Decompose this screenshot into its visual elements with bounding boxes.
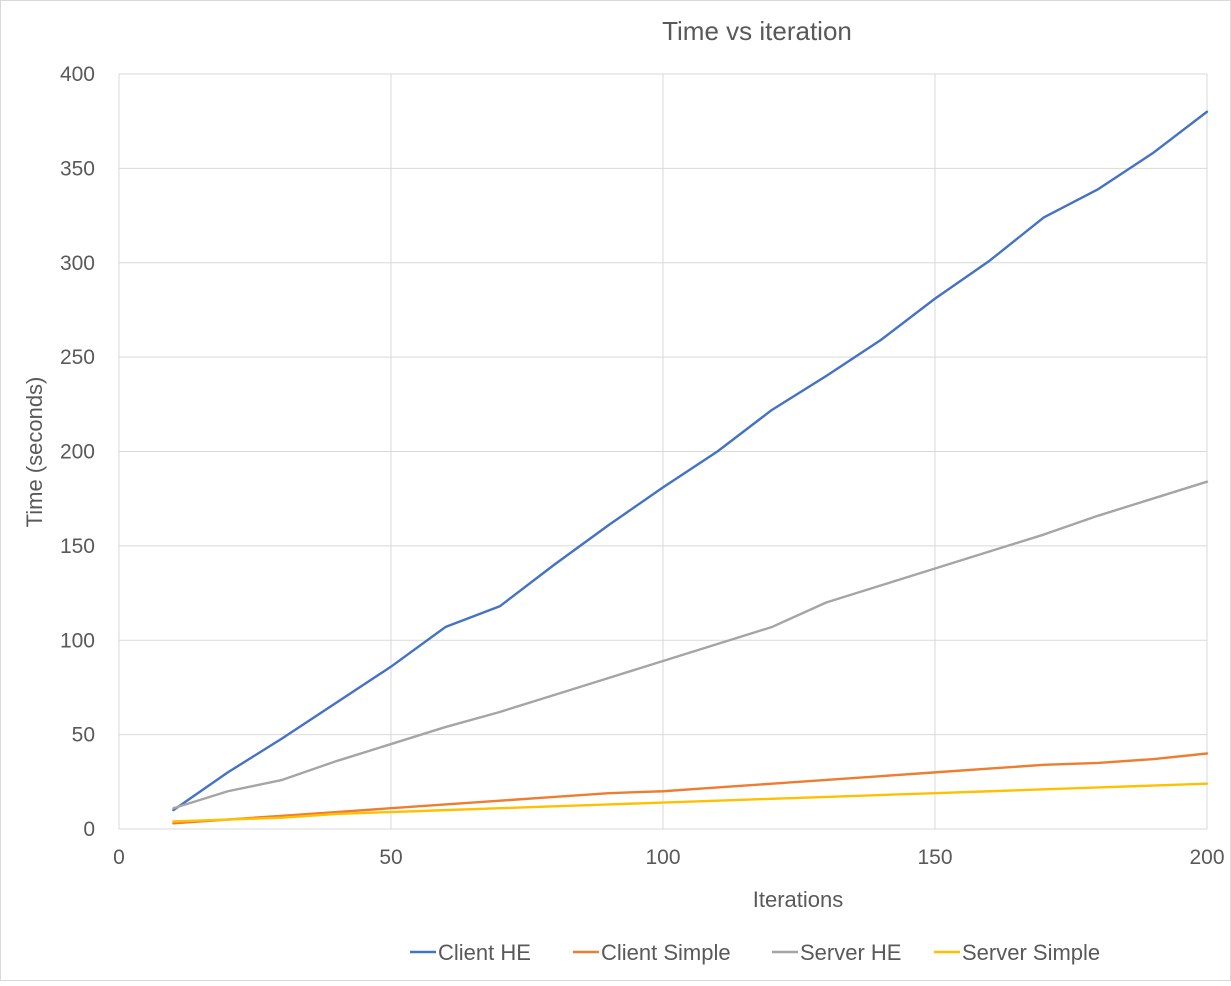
y-tick-label: 200: [60, 441, 95, 464]
legend-item: Client Simple: [573, 940, 731, 965]
series-server-he: [172, 480, 1209, 810]
gridlines: [118, 73, 1208, 830]
series-line-server-he: [172, 480, 1209, 810]
legend: Client HE Client Simple Server HE Server Si…: [410, 940, 1100, 965]
y-tick-label: 250: [60, 346, 95, 369]
series-client-he: [172, 110, 1209, 812]
x-tick-label: 150: [917, 846, 952, 869]
legend-label: Server Simple: [962, 940, 1100, 965]
legend-label: Server HE: [800, 940, 901, 965]
y-tick-label: 350: [60, 157, 95, 180]
y-axis-title: Time (seconds): [22, 377, 47, 528]
y-tick-label: 150: [60, 535, 95, 558]
y-tick-label: 100: [60, 629, 95, 652]
series-lines: [172, 110, 1209, 825]
y-tick-label: 400: [60, 63, 95, 86]
series-line-server-simple: [172, 782, 1209, 823]
series-line-client-he: [172, 110, 1209, 812]
y-tick-label: 50: [72, 724, 95, 747]
chart-title: Time vs iteration: [662, 16, 852, 46]
x-tick-label: 100: [645, 846, 680, 869]
legend-label: Client HE: [438, 940, 531, 965]
x-tick-label: 0: [113, 846, 125, 869]
legend-item: Client HE: [410, 940, 531, 965]
y-tick-label: 300: [60, 252, 95, 275]
x-tick-label: 200: [1189, 846, 1224, 869]
x-axis-title: Iterations: [753, 887, 844, 912]
y-tick-label: 0: [83, 818, 95, 841]
legend-item: Server Simple: [934, 940, 1100, 965]
x-tick-label: 50: [379, 846, 402, 869]
series-server-simple: [172, 782, 1209, 823]
legend-item: Server HE: [772, 940, 901, 965]
axes: 0 50 100 150 200 250 300 350 400 0 50 100 150 200: [60, 63, 1225, 869]
series-client-simple: [172, 752, 1209, 825]
legend-label: Client Simple: [601, 940, 731, 965]
series-line-client-simple: [172, 752, 1209, 825]
